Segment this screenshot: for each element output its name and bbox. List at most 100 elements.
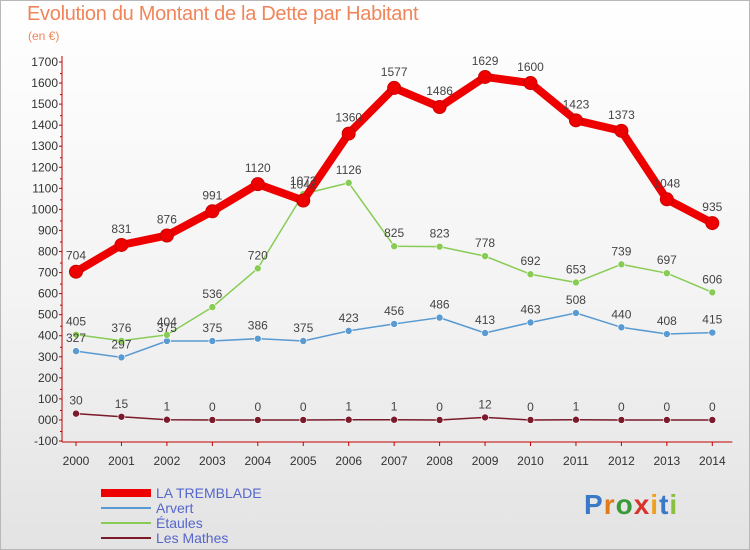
data-label: 739 [611, 244, 631, 258]
x-tick-label: 2014 [699, 454, 726, 468]
data-label: 720 [248, 248, 268, 262]
data-label: 0 [664, 400, 671, 414]
data-point [481, 252, 489, 260]
data-label: 0 [618, 400, 625, 414]
data-point [572, 415, 580, 424]
data-label: 536 [202, 287, 222, 301]
logo-letter: i [669, 489, 679, 520]
x-tick-label: 2007 [381, 454, 408, 468]
y-tick-label: 1300 [31, 139, 58, 153]
data-label: 508 [566, 293, 586, 307]
data-point [208, 303, 217, 311]
x-tick-label: 2013 [653, 454, 680, 468]
data-point [208, 416, 217, 424]
data-point [435, 313, 444, 322]
y-tick-label: 1200 [31, 160, 58, 174]
data-point [435, 416, 444, 424]
y-tick-label: 900 [38, 223, 58, 237]
data-point [117, 353, 126, 362]
labels-2: 405 376 404 536 720 1073 1126 825 823 778 692 653 73… [66, 163, 723, 335]
data-point [205, 204, 220, 219]
series-0 [69, 69, 720, 279]
data-point [117, 336, 126, 345]
chart-subtitle: (en €) [28, 29, 60, 43]
y-tick-label: 1400 [31, 118, 58, 132]
data-label: 386 [248, 319, 268, 333]
data-point [708, 328, 717, 337]
data-label: 1 [164, 400, 171, 414]
logo-letter: i [650, 489, 660, 520]
data-label: 12 [478, 397, 492, 411]
data-point [344, 327, 353, 335]
data-label: 486 [430, 298, 450, 312]
data-label: 415 [702, 313, 722, 327]
data-label: 831 [111, 222, 131, 236]
labels-3: 30 15 1 0 0 0 1 1 0 12 0 1 0 0 0 [69, 394, 716, 414]
y-tick-label: 1700 [31, 55, 58, 69]
labels-1: 327 297 375 375 386 375 423 456 486 413 463 508 440 4… [66, 293, 723, 351]
y-tick-label: 1000 [31, 202, 58, 216]
data-label: 1600 [517, 60, 544, 74]
data-label: 376 [111, 321, 131, 335]
data-label: 0 [436, 400, 443, 414]
data-point [663, 330, 671, 338]
data-label: 1360 [335, 111, 362, 125]
data-point [208, 337, 217, 345]
data-label: 1629 [472, 54, 499, 68]
y-axis: -100 000 100 200 300 400 500 600 700 800 900 1000 11… [31, 55, 63, 448]
logo-letter: t [659, 489, 670, 520]
data-point [387, 80, 402, 95]
data-label: 413 [475, 313, 495, 327]
logo-letter: P [584, 489, 604, 520]
y-tick-label: -100 [34, 434, 58, 448]
data-label: 30 [69, 394, 83, 408]
series-2 [72, 179, 717, 345]
data-point [344, 179, 353, 187]
data-point [572, 309, 580, 317]
legend-label: Étaules [156, 515, 203, 531]
data-point [114, 237, 129, 252]
legend-label: Les Mathes [156, 530, 228, 546]
data-label: 0 [254, 400, 261, 414]
data-label: 1373 [608, 108, 635, 122]
data-point [708, 416, 717, 424]
data-label: 15 [115, 397, 129, 411]
data-label: 778 [475, 236, 495, 250]
data-point [663, 269, 671, 277]
data-label: 823 [430, 227, 450, 241]
data-point [253, 264, 262, 273]
data-point [299, 416, 308, 424]
data-point [526, 318, 535, 327]
y-tick-label: 500 [38, 308, 58, 322]
data-point [69, 264, 83, 279]
y-tick-label: 100 [38, 392, 58, 406]
data-label: 375 [202, 321, 222, 335]
data-label: 991 [202, 188, 222, 202]
data-label: 1 [573, 400, 580, 414]
data-label: 1120 [245, 161, 271, 175]
data-point [72, 409, 80, 418]
data-label: 408 [657, 314, 677, 328]
x-tick-label: 2002 [154, 454, 181, 468]
x-tick-label: 2008 [426, 454, 453, 468]
data-label: 1073 [290, 174, 317, 188]
data-point [163, 331, 171, 339]
logo-letter: r [603, 489, 616, 520]
data-label: 1 [391, 400, 398, 414]
logo-letter: x [633, 489, 651, 520]
data-label: 440 [611, 307, 631, 321]
x-tick-label: 2000 [63, 454, 90, 468]
x-tick-label: 2006 [335, 454, 362, 468]
data-point [341, 126, 356, 141]
data-label: 405 [66, 315, 86, 329]
data-point [614, 123, 629, 138]
data-point [344, 415, 353, 424]
x-tick-label: 2009 [472, 454, 499, 468]
data-label: 1486 [426, 84, 453, 98]
data-point [296, 193, 311, 208]
data-label: 375 [293, 321, 313, 335]
data-label: 1423 [563, 97, 590, 111]
data-point [481, 413, 489, 422]
